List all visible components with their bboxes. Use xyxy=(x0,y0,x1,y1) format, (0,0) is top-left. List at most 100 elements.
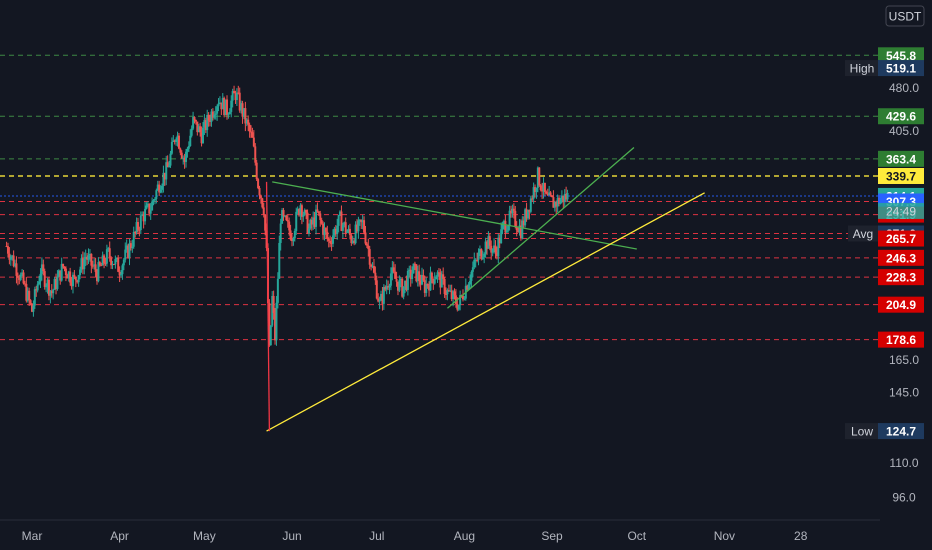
candle-body xyxy=(443,278,446,295)
candle-body xyxy=(405,280,408,290)
candle-body xyxy=(354,224,357,244)
candle-body xyxy=(399,278,402,281)
candle-body xyxy=(539,185,542,190)
candle-body xyxy=(560,195,563,200)
candle-body xyxy=(384,287,387,290)
candle-body xyxy=(317,211,320,214)
candle-body xyxy=(223,98,226,116)
badge-bg xyxy=(878,249,924,266)
candle-body xyxy=(118,271,121,276)
candle-body xyxy=(365,243,368,246)
y-tick-label: 110.0 xyxy=(889,456,918,470)
candle-body xyxy=(483,253,486,258)
level-badge: 246.3 xyxy=(878,249,924,266)
candle-body xyxy=(258,187,261,196)
candle-body xyxy=(555,201,558,207)
candle-body xyxy=(43,271,46,287)
candle-body xyxy=(543,182,546,192)
candle-body xyxy=(442,274,445,279)
candle-body xyxy=(566,192,569,200)
candle-body xyxy=(289,230,292,240)
badge-bg xyxy=(878,47,924,64)
candle-body xyxy=(347,228,350,232)
marker-badge: 519.1 xyxy=(878,60,924,77)
candle-body xyxy=(12,255,15,267)
candle-body xyxy=(302,214,305,217)
candle-body xyxy=(528,209,531,212)
candle-body xyxy=(363,220,366,233)
candle-body xyxy=(401,278,404,297)
candle-body xyxy=(394,271,397,279)
candle-body xyxy=(227,114,230,116)
currency-button[interactable]: USDT xyxy=(885,5,925,27)
candle-body xyxy=(559,199,562,204)
candle-body xyxy=(199,126,202,133)
candle-body xyxy=(486,241,488,249)
candle-body xyxy=(538,167,541,186)
trendline xyxy=(272,181,637,250)
candle-body xyxy=(450,290,453,300)
candle-body xyxy=(111,264,114,266)
candle-body xyxy=(480,249,483,260)
candle-body xyxy=(439,272,442,288)
y-tick-label: 145.0 xyxy=(889,386,919,400)
avg-tag-label: Avg xyxy=(853,227,873,241)
candle-body xyxy=(340,211,343,231)
candle-body xyxy=(117,258,120,272)
candle-body xyxy=(25,283,28,301)
candle-body xyxy=(339,211,342,216)
candle-body xyxy=(67,271,70,279)
marker-tag-bg xyxy=(845,423,879,440)
candle-body xyxy=(86,256,89,260)
candle-body xyxy=(282,210,285,216)
candle-body xyxy=(498,237,501,244)
candle-body xyxy=(230,100,233,112)
marker-tag-bg xyxy=(845,60,879,77)
candle-body xyxy=(327,238,330,241)
badge-label: 339.7 xyxy=(886,169,916,183)
candle-body xyxy=(200,132,203,144)
candle-body xyxy=(182,157,185,159)
y-axis[interactable]: 96.0 110.0 124.7 145.0 165.0 405.0 480.0 545.8 4… xyxy=(845,47,924,505)
candle-body xyxy=(60,263,63,281)
candle-body xyxy=(551,195,553,198)
candle-body xyxy=(262,207,265,215)
candle-body xyxy=(45,286,48,288)
candle-body xyxy=(313,217,316,227)
badge-bg xyxy=(878,60,924,77)
candle-body xyxy=(18,277,21,280)
y-tick-label: 405.0 xyxy=(889,124,919,138)
candle-body xyxy=(541,189,544,192)
candle-body xyxy=(47,279,50,296)
candle-body xyxy=(42,264,45,272)
candle-body xyxy=(446,290,449,295)
x-axis[interactable]: Mar Apr May Jun Jul Aug Sep Oct Nov 28 xyxy=(22,529,808,543)
badge-label: 124.7 xyxy=(886,425,916,439)
candle-body xyxy=(201,127,204,144)
candle-body xyxy=(471,267,474,272)
candle-body xyxy=(244,108,247,124)
candle-body xyxy=(510,210,513,214)
countdown-bg xyxy=(878,202,924,219)
y-tick-label: 165.0 xyxy=(889,353,919,367)
candle-body xyxy=(23,283,26,285)
candles-layer xyxy=(5,85,569,347)
candle-body xyxy=(213,114,216,118)
candle-body xyxy=(159,189,162,193)
candle-body xyxy=(170,141,173,154)
candle-body xyxy=(404,280,407,287)
candle-body xyxy=(406,270,409,290)
candle-body xyxy=(532,187,535,199)
candle-body xyxy=(187,145,190,149)
candle-body xyxy=(168,165,171,168)
currency-label: USDT xyxy=(889,10,922,24)
candle-body xyxy=(396,281,399,291)
candle-body xyxy=(478,249,481,253)
candle-body xyxy=(231,91,234,101)
candle-body xyxy=(153,198,156,201)
candle-body xyxy=(145,205,148,209)
candle-body xyxy=(121,265,124,275)
candle-body xyxy=(76,280,79,283)
